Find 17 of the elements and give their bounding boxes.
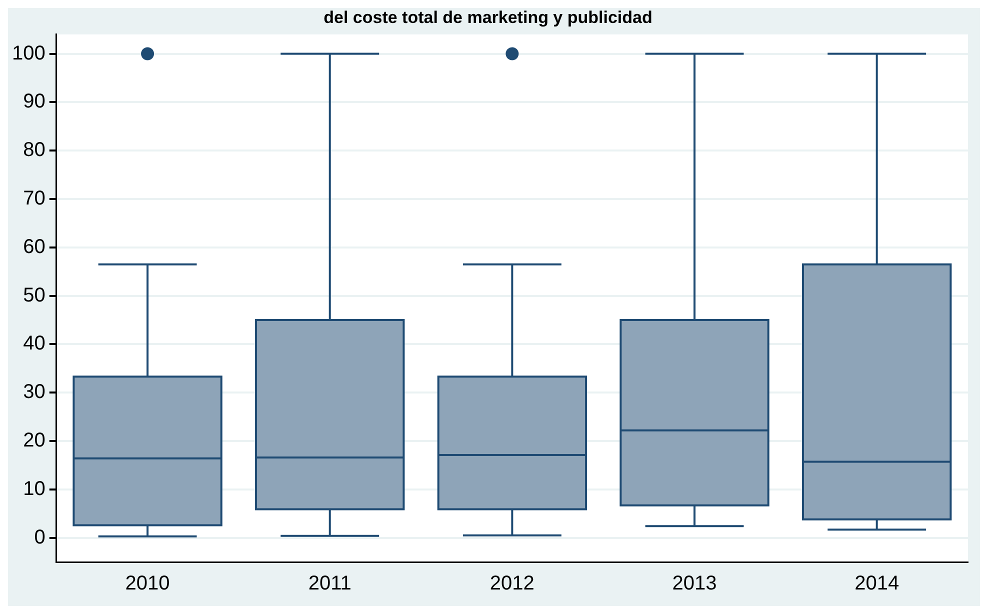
y-tick-label: 90 [23,90,46,113]
x-tick-label: 2013 [672,572,717,595]
y-tick-label: 20 [23,430,46,452]
y-tick-label: 0 [34,526,46,548]
chart-title: del coste total de marketing y publicidad [324,8,652,27]
y-tick-label: 40 [23,332,46,355]
y-tick-label: 70 [23,187,46,210]
x-tick-label: 2010 [125,572,170,595]
y-tick-label: 80 [23,139,46,162]
y-tick-label: 100 [12,42,46,64]
y-tick-label: 10 [23,478,46,500]
x-tick-label: 2014 [854,572,900,595]
y-tick-label: 30 [23,381,46,404]
x-tick-label: 2011 [308,572,352,595]
y-tick-label: 50 [23,284,46,306]
y-tick-label: 60 [23,236,46,258]
x-tick-label: 2012 [490,572,534,595]
